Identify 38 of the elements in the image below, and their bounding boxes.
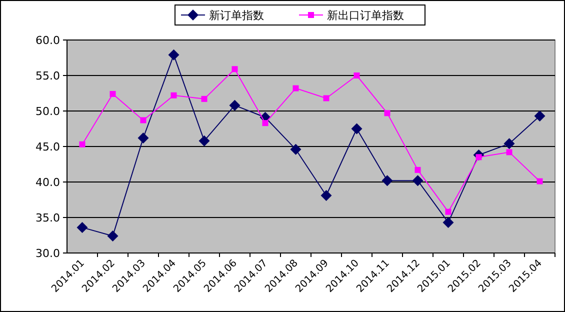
- y-tick-label: 55.0: [36, 69, 60, 82]
- legend-label: 新出口订单指数: [327, 8, 404, 22]
- point: [107, 230, 118, 242]
- point: [354, 72, 360, 78]
- point: [138, 132, 149, 144]
- point: [506, 149, 512, 156]
- y-tick-label: 60.0: [36, 34, 60, 47]
- point: [168, 49, 180, 60]
- point: [262, 120, 268, 126]
- point: [412, 175, 424, 186]
- point: [442, 216, 454, 228]
- point: [320, 190, 332, 201]
- point: [76, 222, 88, 233]
- point: [229, 100, 240, 111]
- point: [351, 123, 362, 134]
- point: [534, 110, 546, 122]
- point: [292, 85, 299, 92]
- y-tick-label: 35.0: [36, 211, 60, 224]
- point: [290, 144, 302, 155]
- point: [384, 110, 390, 116]
- point: [445, 208, 452, 215]
- y-tick-label: 50.0: [36, 104, 60, 118]
- point: [414, 166, 421, 173]
- point: [140, 117, 146, 124]
- point: [170, 92, 177, 98]
- point: [382, 175, 393, 186]
- y-tick-label: 40.0: [36, 176, 60, 189]
- point: [201, 96, 208, 102]
- point: [536, 178, 543, 184]
- point: [79, 141, 86, 148]
- point: [232, 66, 238, 72]
- y-tick-label: 45.0: [36, 140, 60, 154]
- y-tick-label: 30.0: [36, 246, 60, 260]
- point: [198, 135, 210, 146]
- point: [323, 95, 330, 102]
- point: [110, 90, 116, 97]
- point: [504, 138, 515, 150]
- legend-label: 新订单指数: [209, 8, 264, 22]
